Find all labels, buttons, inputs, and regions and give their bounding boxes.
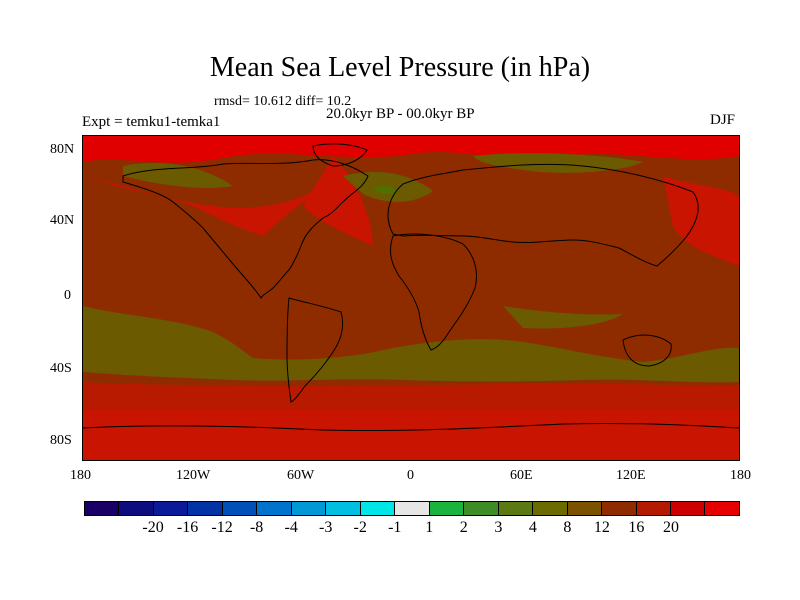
pressure-map (82, 135, 740, 461)
colorbar-swatch (85, 502, 120, 515)
arctic-high-region (83, 136, 739, 163)
stats-label: rmsd= 10.612 diff= 10.2 (214, 94, 352, 109)
colorbar-swatch (291, 502, 327, 515)
colorbar-label: -2 (353, 519, 367, 536)
south-america-coast (286, 297, 344, 403)
lon-label-0: 0 (407, 468, 414, 483)
colorbar-swatch (705, 502, 739, 515)
colorbar-swatch (602, 502, 637, 515)
north-atlantic-high (303, 156, 373, 246)
indian-ocean-low (503, 306, 623, 329)
colorbar-label: 2 (459, 519, 468, 536)
southern-ocean-high (83, 382, 739, 410)
colorbar-swatch (533, 502, 568, 515)
lon-label-120w: 120W (176, 468, 211, 483)
north-america-coast (122, 159, 369, 299)
colorbar-label: -4 (284, 519, 298, 536)
pressure-field (83, 136, 739, 460)
colorbar-swatch (188, 502, 223, 515)
africa-coast (390, 233, 477, 351)
colorbar-swatch (395, 502, 430, 515)
lat-label-80n: 80N (50, 142, 75, 157)
colorbar-label: 20 (662, 519, 679, 536)
period-label: 20.0kyr BP - 00.0kyr BP (326, 106, 475, 122)
lon-label-120e: 120E (616, 468, 646, 483)
colorbar-swatch (498, 502, 534, 515)
colorbar-swatch (326, 502, 361, 515)
lat-label-40s: 40S (50, 361, 72, 376)
colorbar-swatch (119, 502, 154, 515)
colorbar-label: -16 (176, 519, 199, 536)
australia-coast (622, 334, 672, 367)
colorbar-label: -20 (142, 519, 164, 536)
lat-label-40n: 40N (50, 213, 75, 228)
atlantic-low-core (373, 185, 398, 195)
colorbar-label: 4 (528, 519, 537, 536)
colorbar-label: -1 (388, 519, 402, 536)
colorbar-swatch (670, 502, 706, 515)
colorbar (84, 501, 740, 516)
lon-label-60e: 60E (510, 468, 533, 483)
coastlines (83, 143, 739, 432)
colorbar-swatch (360, 502, 396, 515)
colorbar-swatch (257, 502, 292, 515)
colorbar-swatch (429, 502, 465, 515)
colorbar-swatch (464, 502, 499, 515)
colorbar-label: 3 (494, 519, 503, 536)
colorbar-label: -3 (319, 519, 333, 536)
antarctic-high (83, 410, 739, 460)
colorbar-label: 8 (563, 519, 572, 536)
lon-label-60w: 60W (287, 468, 315, 483)
colorbar-label: -8 (249, 519, 264, 536)
antarctica-coast (83, 422, 739, 432)
colorbar-label: 16 (628, 519, 645, 536)
season-label: DJF (710, 112, 736, 128)
colorbar-label: 1 (425, 519, 434, 536)
colorbar-label: -12 (211, 519, 233, 536)
north-pacific-low (123, 162, 233, 188)
colorbar-swatch (153, 502, 189, 515)
north-pacific-high (83, 176, 333, 236)
southern-low-belt (83, 306, 739, 383)
map-title: Mean Sea Level Pressure (in hPa) (209, 52, 591, 83)
colorbar-swatch (222, 502, 258, 515)
colorbar-label: 12 (593, 519, 610, 536)
lon-label-180w: 180 (70, 468, 91, 483)
lat-label-80s: 80S (50, 433, 72, 448)
colorbar-swatch (567, 502, 603, 515)
eurasia-coast (387, 163, 699, 267)
greenland-coast (312, 143, 368, 167)
lat-label-0: 0 (64, 288, 71, 303)
experiment-label: Expt = temku1-temka1 (82, 114, 221, 130)
northwest-pacific-high (663, 176, 739, 266)
lon-label-180e: 180 (730, 468, 751, 483)
colorbar-swatch (636, 502, 671, 515)
